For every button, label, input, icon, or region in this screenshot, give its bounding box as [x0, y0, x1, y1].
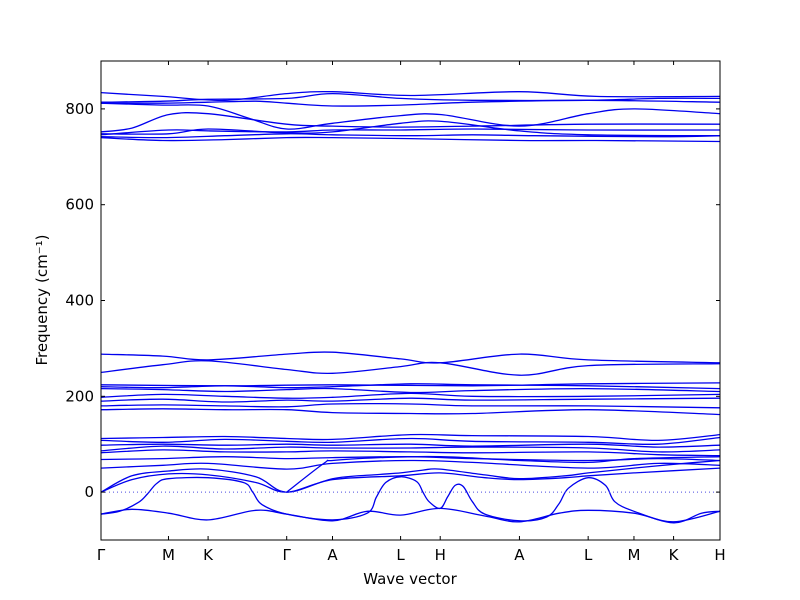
band-line [100, 436, 721, 446]
band-line [100, 403, 721, 409]
x-tick-label: Γ [97, 546, 106, 564]
x-tick-label: L [396, 546, 405, 564]
band-line [100, 445, 721, 453]
band-line [100, 397, 721, 403]
x-tick-label: K [669, 546, 680, 564]
band-line [100, 351, 721, 364]
x-tick-label: M [162, 546, 175, 564]
band-line [100, 387, 721, 394]
band-line [100, 476, 721, 524]
x-tick-label: A [514, 546, 525, 564]
band-line [100, 408, 721, 416]
x-tick-label: A [327, 546, 338, 564]
band-line [100, 392, 721, 399]
band-line [100, 383, 721, 390]
band-line [100, 433, 721, 442]
band-line [100, 136, 721, 143]
y-axis-label-text: Frequency [33, 288, 51, 366]
band-line [100, 360, 721, 376]
band-line [100, 102, 721, 130]
x-tick-label: H [714, 546, 725, 564]
band-line [100, 112, 721, 133]
y-tick-label: 400 [65, 292, 94, 310]
band-line [100, 449, 721, 457]
band-line [100, 92, 721, 103]
band-line [100, 459, 721, 493]
band-line [100, 443, 721, 448]
x-tick-label: H [435, 546, 446, 564]
band-line [100, 467, 721, 493]
x-tick-label: Γ [283, 546, 292, 564]
band-line [100, 507, 721, 523]
band-line [100, 133, 721, 139]
series-group [100, 90, 721, 524]
y-tick-label: 0 [84, 483, 94, 501]
y-axis-label-unit: (cm⁻¹) [33, 235, 51, 284]
y-axis-label: Frequency (cm⁻¹) [33, 235, 51, 366]
plot-frame [100, 60, 721, 541]
y-axis: 0 200 400 600 800 [65, 100, 720, 501]
x-tick-label: K [203, 546, 214, 564]
x-tick-label: M [627, 546, 640, 564]
band-line [100, 99, 721, 107]
band-line [286, 455, 721, 493]
y-tick-label: 200 [65, 387, 94, 405]
x-axis-label: Wave vector [363, 570, 457, 588]
band-line [100, 459, 721, 470]
y-tick-label: 600 [65, 196, 94, 214]
band-line [100, 120, 721, 137]
y-tick-label: 800 [65, 100, 94, 118]
band-line [100, 90, 721, 101]
x-tick-label: L [584, 546, 593, 564]
